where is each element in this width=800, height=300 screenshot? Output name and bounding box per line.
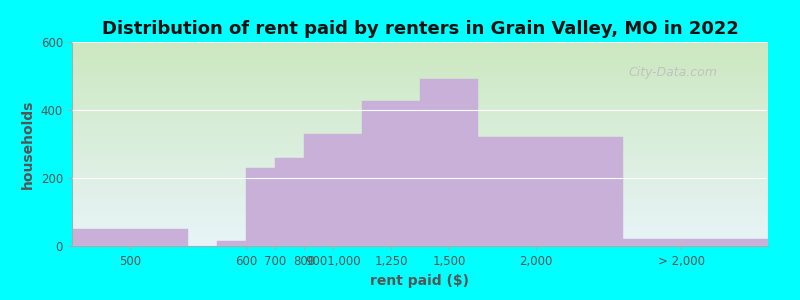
Bar bbox=[362, 101, 420, 246]
Bar bbox=[275, 158, 304, 246]
Bar bbox=[623, 239, 768, 246]
Bar bbox=[478, 137, 623, 246]
Bar bbox=[72, 229, 188, 246]
Bar bbox=[420, 80, 478, 246]
Bar bbox=[246, 168, 275, 246]
Y-axis label: households: households bbox=[21, 99, 35, 189]
X-axis label: rent paid ($): rent paid ($) bbox=[370, 274, 470, 288]
Title: Distribution of rent paid by renters in Grain Valley, MO in 2022: Distribution of rent paid by renters in … bbox=[102, 20, 738, 38]
Text: City-Data.com: City-Data.com bbox=[629, 66, 718, 79]
Bar bbox=[304, 134, 362, 246]
Bar bbox=[217, 241, 246, 246]
